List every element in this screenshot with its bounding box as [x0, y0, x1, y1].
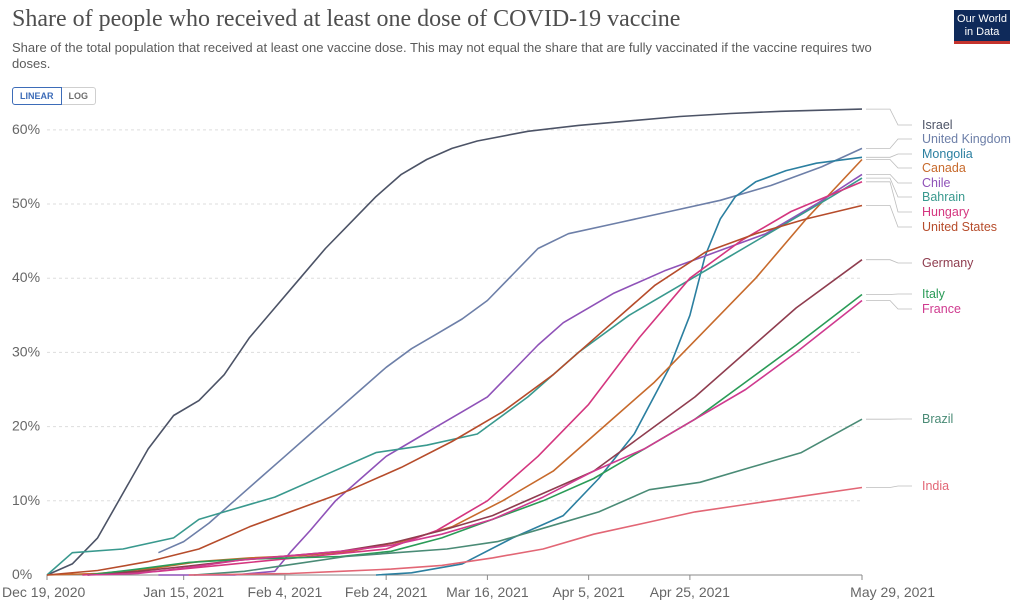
legend-leader — [866, 205, 912, 228]
x-tick-label: May 29, 2021 — [850, 584, 935, 600]
series-line-united-kingdom — [158, 147, 863, 554]
y-tick-label: 40% — [12, 269, 40, 285]
linear-scale-button[interactable]: LINEAR — [12, 87, 62, 105]
legend-label-india: India — [922, 479, 949, 493]
y-tick-label: 60% — [12, 121, 40, 137]
series-line-united-states — [46, 204, 863, 576]
y-tick-label: 30% — [12, 343, 40, 359]
y-tick-label: 20% — [12, 418, 40, 434]
legend-leader — [866, 138, 912, 149]
y-tick-label: 50% — [12, 195, 40, 211]
legend-leader — [866, 177, 912, 198]
owid-logo[interactable]: Our World in Data — [954, 10, 1010, 44]
legend-leader — [866, 259, 912, 264]
legend-leader — [866, 300, 912, 310]
x-tick-label: Apr 25, 2021 — [650, 584, 730, 600]
legend-leader — [866, 485, 912, 488]
series-line-canada — [46, 158, 863, 576]
series-line-israel — [46, 108, 863, 576]
x-tick-label: Feb 24, 2021 — [345, 584, 428, 600]
legend-leader — [866, 293, 912, 295]
series-line-italy — [87, 293, 863, 576]
series-line-hungary — [82, 181, 863, 576]
legend-label-canada: Canada — [922, 161, 966, 175]
legend-label-israel: Israel — [922, 118, 953, 132]
legend-label-germany: Germany — [922, 256, 974, 270]
chart-title: Share of people who received at least on… — [12, 6, 681, 32]
x-tick-label: Dec 19, 2020 — [2, 584, 85, 600]
legend-label-united-states: United States — [922, 220, 997, 234]
legend-label-italy: Italy — [922, 287, 946, 301]
legend-label-france: France — [922, 302, 961, 316]
legend-label-hungary: Hungary — [922, 205, 970, 219]
legend-leader — [866, 153, 912, 158]
series-line-mongolia — [375, 156, 863, 576]
x-tick-label: Mar 16, 2021 — [446, 584, 529, 600]
series-line-bahrain — [46, 177, 863, 576]
chart-subtitle: Share of the total population that recei… — [12, 40, 872, 71]
legend-label-bahrain: Bahrain — [922, 190, 965, 204]
legend-leader — [866, 159, 912, 169]
y-tick-label: 0% — [12, 566, 32, 582]
y-tick-label: 10% — [12, 492, 40, 508]
x-tick-label: Feb 4, 2021 — [248, 584, 323, 600]
x-tick-label: Apr 5, 2021 — [552, 584, 625, 600]
legend-label-chile: Chile — [922, 176, 951, 190]
series-line-france — [87, 299, 863, 576]
legend-leader — [866, 108, 912, 126]
series-line-brazil — [193, 418, 863, 576]
legend-label-united-kingdom: United Kingdom — [922, 132, 1011, 146]
series-line-india — [188, 486, 863, 576]
legend-label-mongolia: Mongolia — [922, 147, 973, 161]
legend-leader — [866, 173, 912, 184]
legend-label-brazil: Brazil — [922, 412, 953, 426]
scale-toggle: LINEAR LOG — [12, 87, 96, 105]
legend-leader — [866, 181, 912, 213]
log-scale-button[interactable]: LOG — [61, 87, 96, 105]
x-tick-label: Jan 15, 2021 — [143, 584, 224, 600]
